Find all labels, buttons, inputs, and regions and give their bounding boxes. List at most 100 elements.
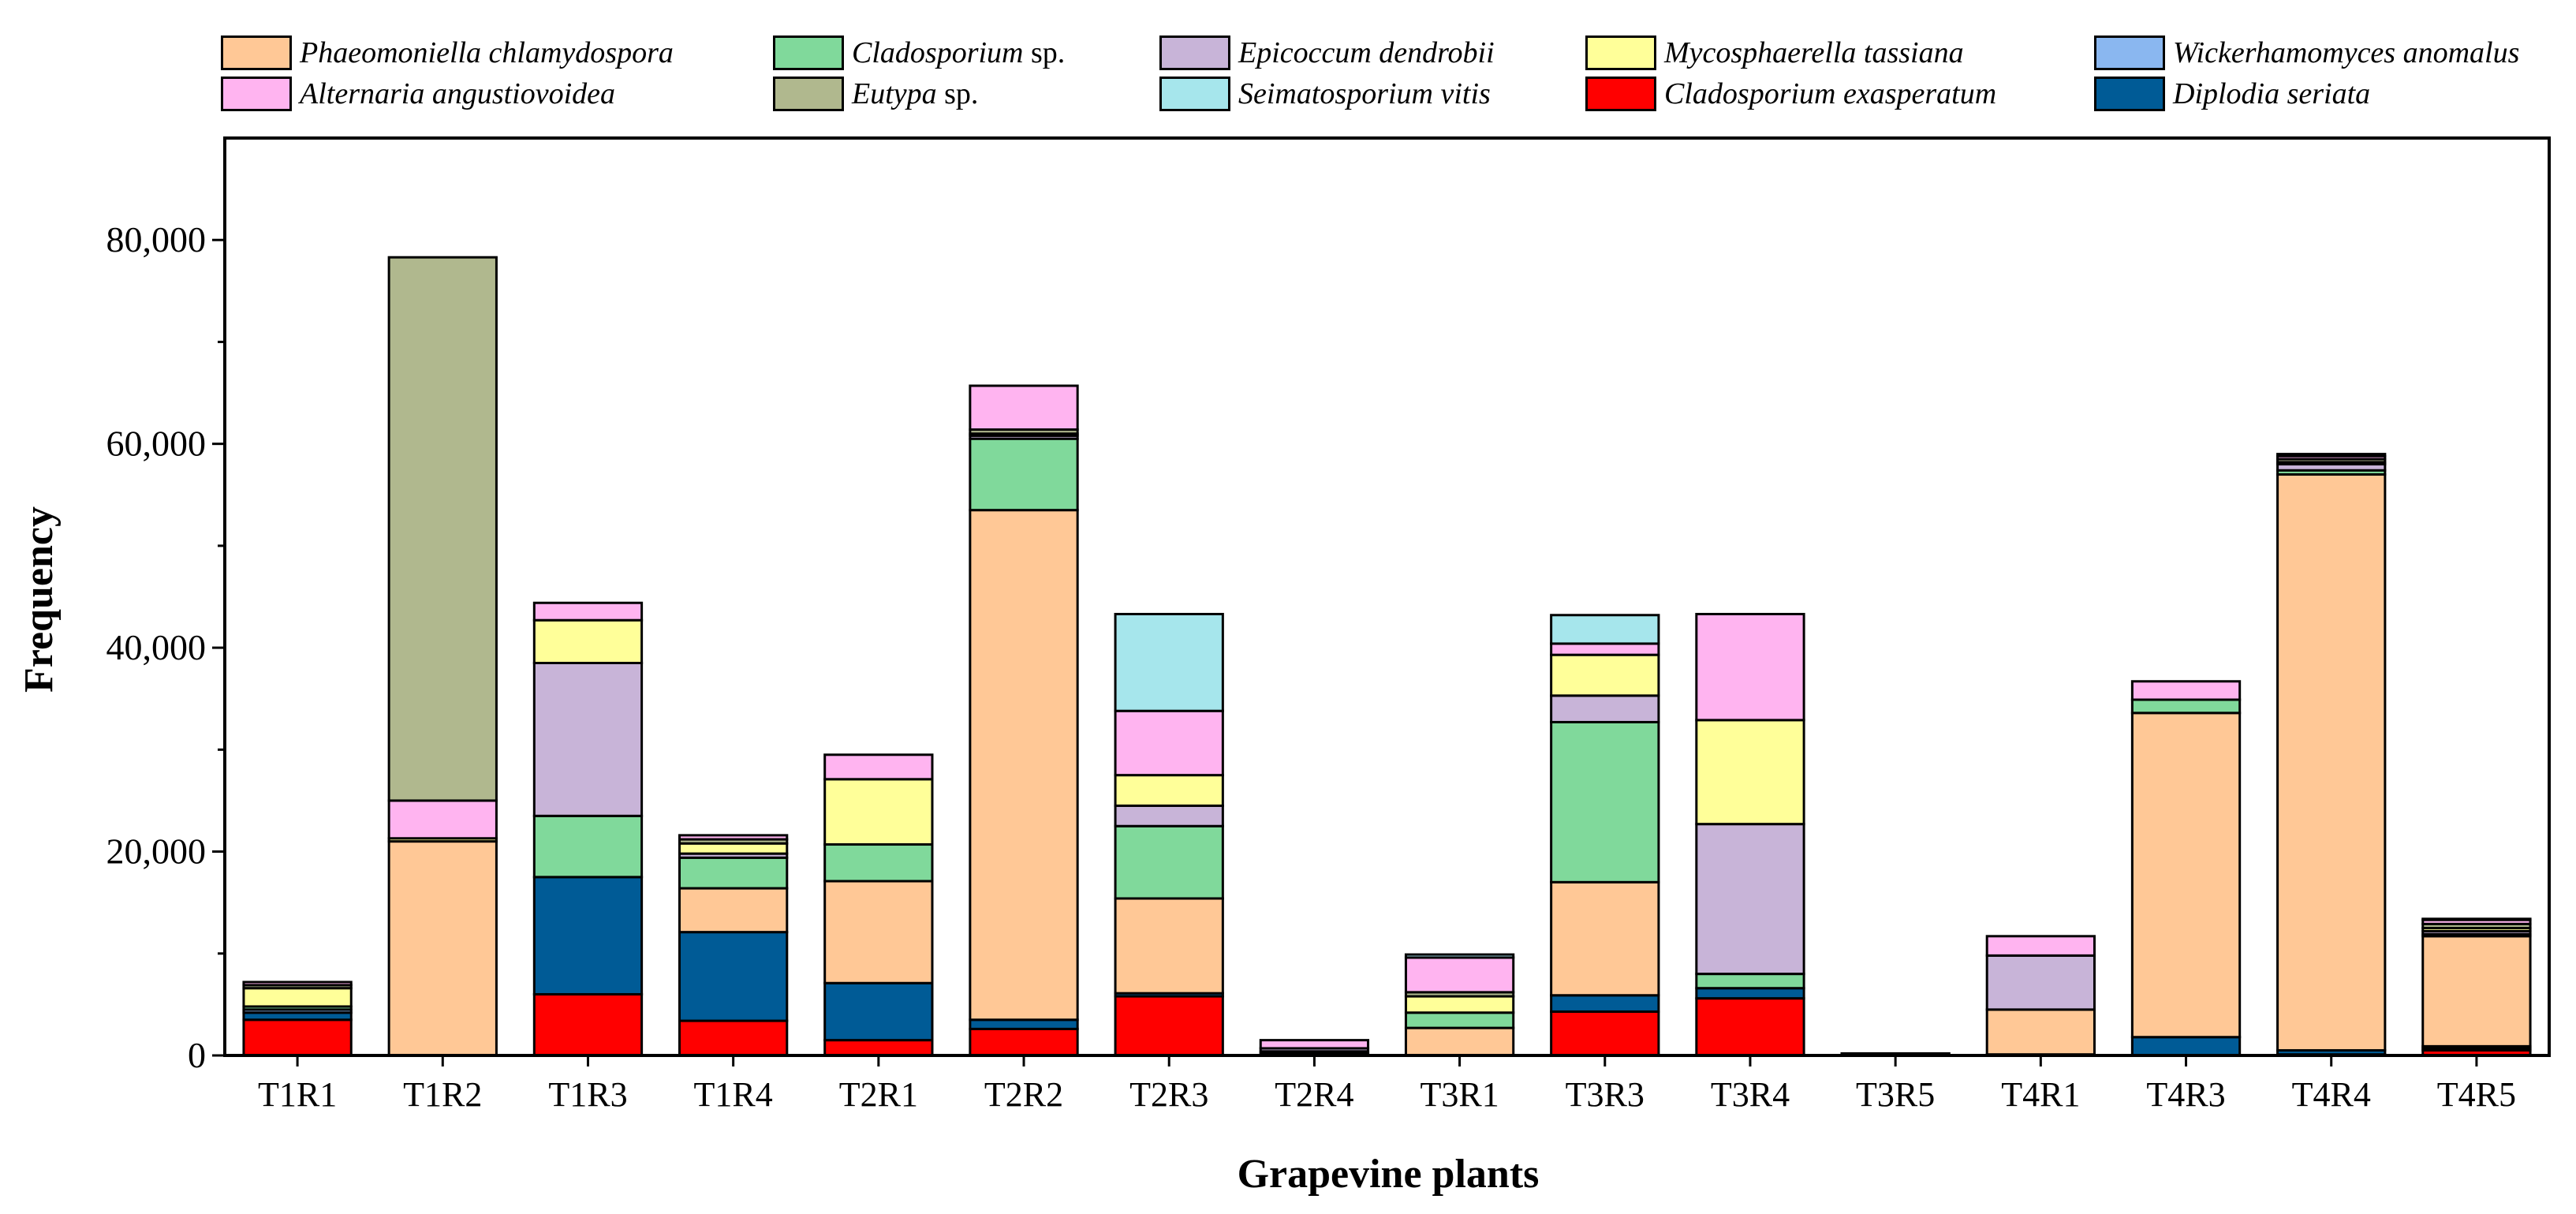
x-tick-label: T2R2 xyxy=(984,1075,1063,1114)
x-tick-label: T3R5 xyxy=(1856,1075,1935,1114)
bar-segment xyxy=(532,661,644,817)
bars-layer xyxy=(242,256,2532,1057)
legend-label: Cladosporium sp. xyxy=(852,36,1066,69)
x-tick-label: T4R1 xyxy=(2001,1075,2080,1114)
bar-segment xyxy=(387,256,498,802)
y-tick-label: 80,000 xyxy=(106,219,207,260)
bar-segment xyxy=(1114,804,1224,827)
legend-label: Alternaria angustiovoidea xyxy=(300,77,616,110)
legend-swatch xyxy=(1159,77,1230,111)
legend-item: Phaeomoniella chlamydospora xyxy=(221,33,674,73)
bar-segment xyxy=(2130,680,2242,701)
x-tick-label: T3R4 xyxy=(1711,1075,1790,1114)
legend-label: Epicoccum dendrobii xyxy=(1238,36,1495,69)
bar-segment xyxy=(242,981,353,987)
bar-segment xyxy=(678,931,789,1022)
y-tick-label: 40,000 xyxy=(106,627,207,667)
bar-segment xyxy=(823,778,934,846)
x-tick-label: T2R4 xyxy=(1275,1075,1353,1114)
bar-segment xyxy=(1114,897,1224,995)
legend-label: Eutypa sp. xyxy=(852,77,979,110)
bar-segment xyxy=(1985,1008,2096,1056)
legend-swatch xyxy=(221,77,292,111)
bar-segment xyxy=(1404,995,1515,1014)
bar-segment xyxy=(1695,719,1805,826)
bar-segment xyxy=(969,384,1079,431)
legend-label: Wickerhamomyces anomalus xyxy=(2173,36,2520,69)
bar-segment xyxy=(1404,956,1515,994)
legend-item: Seimatosporium vitis xyxy=(1159,74,1491,114)
bar-segment xyxy=(1114,824,1224,900)
bar-segment xyxy=(1550,994,1660,1013)
bar-segment xyxy=(242,987,353,1008)
bar-segment xyxy=(678,887,789,934)
bar-segment xyxy=(823,1039,934,1057)
bar-segment xyxy=(532,601,644,622)
y-tick-label: 0 xyxy=(188,1035,206,1075)
plot-frame xyxy=(223,136,2551,1057)
x-tick-label: T1R4 xyxy=(694,1075,773,1114)
bar-segment xyxy=(1114,774,1224,807)
bar-segment xyxy=(1114,995,1224,1057)
x-tick-label: T4R3 xyxy=(2146,1075,2225,1114)
bar-segment xyxy=(2276,453,2387,458)
bar-segment xyxy=(1550,694,1660,723)
bar-segment xyxy=(823,981,934,1042)
bar-segment xyxy=(678,856,789,890)
legend-label: Seimatosporium vitis xyxy=(1238,77,1491,110)
legend-swatch xyxy=(1159,35,1230,70)
x-tick-label: T1R1 xyxy=(258,1075,337,1114)
legend-label: Phaeomoniella chlamydospora xyxy=(300,36,674,69)
bar-segment xyxy=(1550,653,1660,697)
legend-label: Mycosphaerella tassiana xyxy=(1664,36,1964,69)
bar-segment xyxy=(532,618,644,664)
bar-segment xyxy=(969,437,1079,512)
legend-item: Diplodia seriata xyxy=(2094,74,2370,114)
bar-segment xyxy=(387,799,498,840)
bar-segment xyxy=(1550,614,1660,645)
legend-item: Alternaria angustiovoidea xyxy=(221,74,615,114)
bar-segment xyxy=(1550,642,1660,656)
bar-segment xyxy=(387,840,498,1057)
legend-label: Diplodia seriata xyxy=(2173,77,2371,110)
x-tick-label: T4R5 xyxy=(2437,1075,2516,1114)
legend-swatch xyxy=(1585,77,1656,111)
bar-segment xyxy=(1404,1026,1515,1057)
bar-segment xyxy=(1114,709,1224,777)
bar-segment xyxy=(1985,954,2096,1011)
legend: Phaeomoniella chlamydospora Cladosporium… xyxy=(221,30,2555,117)
bar-segment xyxy=(1695,973,1805,990)
bar-segment xyxy=(532,992,644,1057)
y-tick-label: 20,000 xyxy=(106,831,207,872)
bar-segment xyxy=(969,1027,1079,1057)
y-tick-label: 60,000 xyxy=(106,424,207,464)
legend-item: Wickerhamomyces anomalus xyxy=(2094,33,2519,73)
bar-segment xyxy=(969,1018,1079,1030)
bar-segment xyxy=(1550,1010,1660,1057)
legend-item: Mycosphaerella tassiana xyxy=(1585,33,1964,73)
bar-segment xyxy=(823,753,934,781)
x-tick-label: T4R4 xyxy=(2292,1075,2371,1114)
bar-segment xyxy=(1695,823,1805,976)
bar-segment xyxy=(1404,1011,1515,1029)
legend-swatch xyxy=(221,35,292,70)
bar-segment xyxy=(1985,935,2096,957)
x-tick-label: T1R3 xyxy=(548,1075,627,1114)
bar-segment xyxy=(823,880,934,984)
bar-segment xyxy=(1695,612,1805,722)
bar-segment xyxy=(2130,1036,2242,1057)
bar-segment xyxy=(1114,612,1224,712)
x-tick-label: T2R3 xyxy=(1129,1075,1208,1114)
bar-segment xyxy=(678,1019,789,1057)
x-tick-label: T3R1 xyxy=(1420,1075,1499,1114)
legend-item: Eutypa sp. xyxy=(773,74,978,114)
legend-swatch xyxy=(2094,77,2165,111)
bar-segment xyxy=(823,843,934,883)
bar-segment xyxy=(1695,987,1805,1000)
bar-segment xyxy=(2421,935,2532,1048)
legend-item: Epicoccum dendrobii xyxy=(1159,33,1495,73)
bar-segment xyxy=(1259,1039,1370,1050)
bar-segment xyxy=(532,814,644,879)
bar-segment xyxy=(1550,880,1660,997)
bar-segment xyxy=(242,1018,353,1057)
